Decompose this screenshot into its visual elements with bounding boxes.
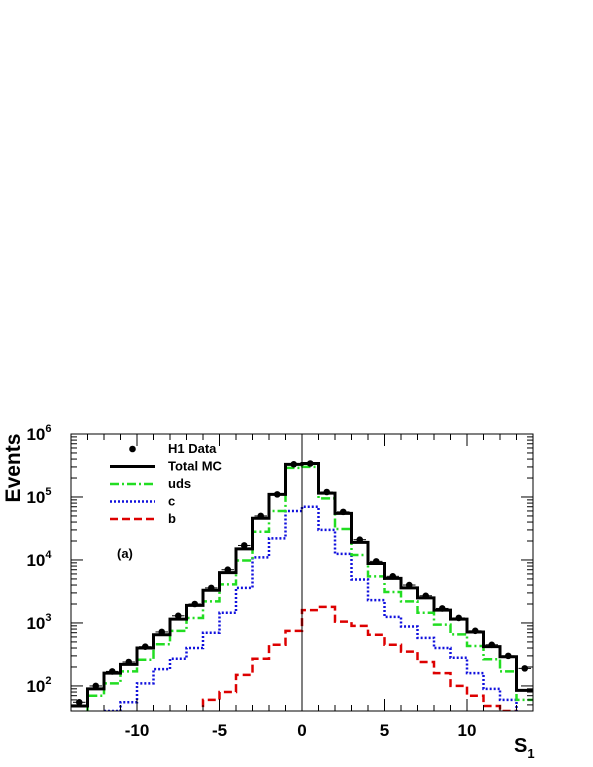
legend: H1 Data Total MC uds cb bbox=[110, 441, 223, 526]
legend-label-total-mc: Total MC bbox=[168, 459, 223, 474]
legend-item-b: b bbox=[110, 511, 176, 526]
y-axis-title: Events bbox=[2, 434, 25, 503]
y-tick-label-exponent: 2 bbox=[45, 675, 51, 687]
data-point bbox=[191, 600, 199, 608]
x-tick-label: -5 bbox=[212, 721, 227, 740]
data-point bbox=[257, 512, 265, 520]
y-tick-label-base: 10 bbox=[26, 425, 45, 444]
x-tick-label: -10 bbox=[125, 721, 150, 740]
legend-label-h1-data: H1 Data bbox=[168, 441, 217, 456]
data-point bbox=[108, 668, 116, 675]
x-tick-label: 10 bbox=[458, 721, 477, 740]
legend-label-c: c bbox=[168, 494, 175, 509]
legend-label-b: b bbox=[168, 511, 176, 526]
data-point bbox=[488, 641, 496, 649]
x-axis-title-main: S bbox=[514, 735, 527, 757]
y-tick-label-exponent: 4 bbox=[45, 549, 52, 561]
legend-marker-h1-data bbox=[129, 445, 136, 453]
data-point bbox=[422, 592, 430, 600]
y-tick-label: 104 bbox=[26, 549, 52, 570]
data-point bbox=[174, 612, 182, 620]
series-b bbox=[201, 605, 518, 711]
data-point bbox=[323, 488, 331, 496]
data-point bbox=[224, 566, 232, 574]
legend-item-total-mc: Total MC bbox=[110, 459, 223, 474]
y-tick-label: 103 bbox=[26, 612, 51, 633]
data-point bbox=[75, 698, 83, 706]
data-point bbox=[125, 658, 133, 666]
y-tick-label-base: 10 bbox=[26, 677, 45, 696]
y-tick-label-base: 10 bbox=[26, 488, 45, 507]
data-point bbox=[339, 508, 347, 516]
y-tick-label-exponent: 6 bbox=[45, 423, 51, 435]
x-axis-title-subscript: 1 bbox=[527, 746, 534, 761]
data-point bbox=[207, 584, 215, 592]
data-point bbox=[158, 628, 166, 636]
data-point bbox=[471, 627, 479, 635]
data-point bbox=[92, 682, 100, 690]
data-point bbox=[521, 665, 529, 672]
y-tick-label-base: 10 bbox=[26, 614, 45, 633]
y-tick-label-base: 10 bbox=[26, 551, 45, 570]
y-tick-label: 102 bbox=[26, 675, 51, 696]
y-tick-label: 106 bbox=[26, 423, 51, 444]
legend-item-h1-data: H1 Data bbox=[129, 441, 217, 456]
y-tick-label-exponent: 5 bbox=[45, 486, 51, 498]
series-c-line bbox=[104, 505, 518, 711]
y-tick-label: 105 bbox=[26, 486, 51, 507]
data-point bbox=[290, 461, 298, 468]
data-point bbox=[273, 491, 281, 498]
data-point bbox=[405, 581, 413, 589]
x-tick-label: 0 bbox=[297, 721, 306, 740]
y-tick-label-exponent: 3 bbox=[45, 612, 51, 624]
data-points-layer bbox=[73, 460, 531, 706]
data-point bbox=[389, 573, 397, 580]
series-b-line bbox=[201, 605, 518, 711]
panel-annotation: (a) bbox=[117, 546, 133, 561]
data-point bbox=[356, 536, 364, 543]
data-point bbox=[504, 652, 512, 660]
data-point bbox=[141, 643, 149, 650]
series-c bbox=[104, 505, 518, 711]
legend-item-uds: uds bbox=[110, 476, 191, 491]
data-point bbox=[372, 558, 380, 565]
data-point bbox=[306, 460, 314, 467]
x-axis-title: S1 bbox=[514, 735, 535, 761]
legend-label-uds: uds bbox=[168, 476, 191, 491]
legend-item-c: c bbox=[110, 494, 175, 509]
data-point bbox=[455, 614, 463, 622]
data-point bbox=[240, 542, 248, 549]
x-tick-label: 5 bbox=[380, 721, 389, 740]
data-point bbox=[438, 605, 446, 612]
